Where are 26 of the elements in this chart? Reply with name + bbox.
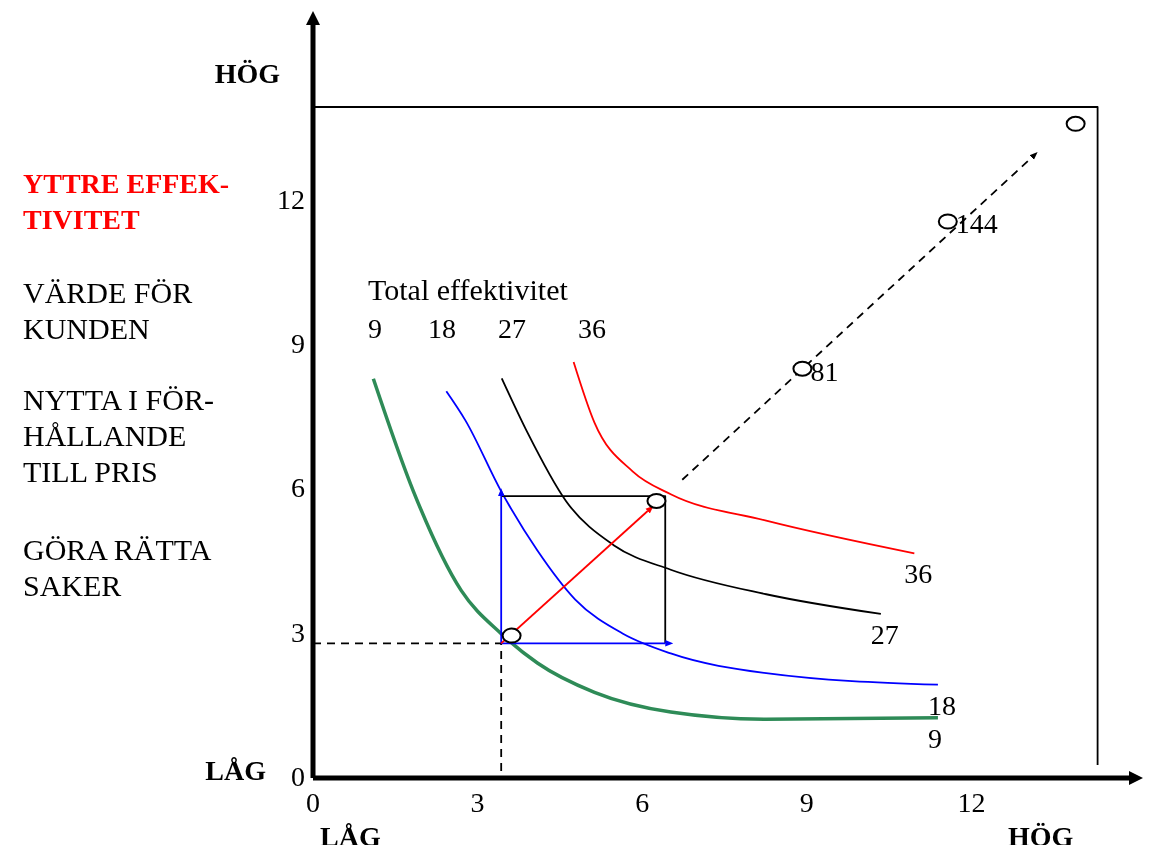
y-axis-title: YTTRE EFFEK- TIVITET [23,168,230,235]
annotation: 81 [810,355,839,387]
text: 18 [428,313,456,344]
x-tick-label: 3 [470,787,485,818]
x-tick-label: 9 [799,787,814,818]
text: 9 [368,313,382,344]
text: LÅG [205,755,267,786]
y-tick-label: 12 [277,183,305,215]
series-label: 18 [927,689,956,721]
text: 36 [578,313,606,344]
text: GÖRA RÄTTA SAKER [23,533,212,602]
y-tick-label: 0 [291,761,305,792]
y-tick-label: 9 [291,328,305,360]
series-label: 9 [927,722,942,754]
series-label: 36 [904,558,933,590]
text: NYTTA I FÖR- HÅLLANDE TILL PRIS [23,383,214,488]
y-tick-label: 6 [291,472,305,504]
annotation: Total effektivitet [368,273,569,306]
y-tick-label: 3 [291,616,305,648]
series-label: 27 [870,618,899,650]
annotation: 144 [955,208,998,240]
x-tick-label: 12 [957,787,986,818]
text: HÖG [214,58,281,89]
text: 27 [498,313,526,344]
text: VÄRDE FÖR KUNDEN [23,276,193,345]
x-tick-label: 6 [635,787,650,818]
